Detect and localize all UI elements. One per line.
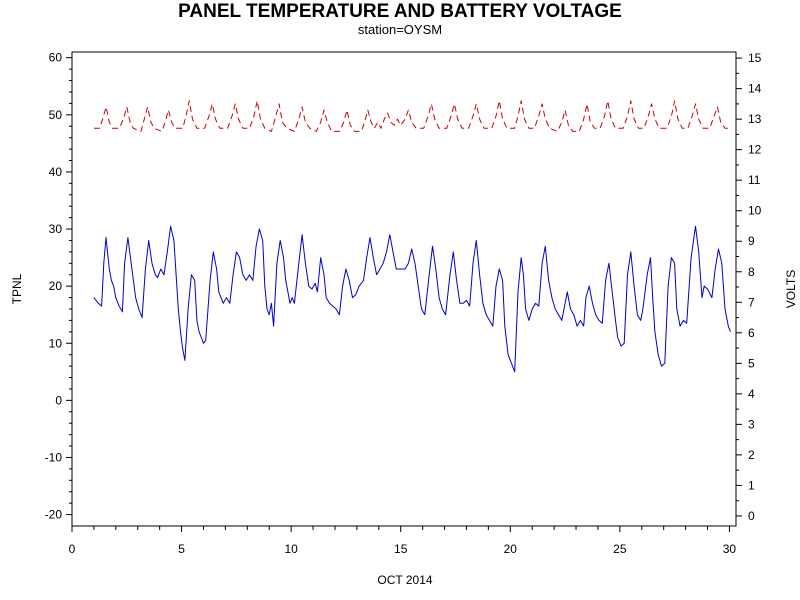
panel-temperature-line xyxy=(93,225,731,373)
x-tick-label: 20 xyxy=(504,542,518,556)
y-tick-label: 10 xyxy=(49,336,63,350)
y2-axis-label: VOLTS xyxy=(784,270,798,308)
chart-title: PANEL TEMPERATURE AND BATTERY VOLTAGE xyxy=(178,1,622,22)
y-tick-label: -20 xyxy=(45,508,63,522)
x-tick-label: 15 xyxy=(394,542,408,556)
y-tick-label: -10 xyxy=(45,450,63,464)
y2-tick-label: 13 xyxy=(748,112,762,126)
y-tick-label: 30 xyxy=(49,222,63,236)
y2-tick-label: 0 xyxy=(748,509,755,523)
y2-tick-label: 2 xyxy=(748,448,755,462)
y-tick-label: 20 xyxy=(49,279,63,293)
x-tick-label: 10 xyxy=(284,542,298,556)
y-axis-left: -20 -10 0 10 20 30 40 50 60 xyxy=(45,51,72,522)
y2-tick-label: 7 xyxy=(748,295,755,309)
y2-tick-label: 1 xyxy=(748,478,755,492)
y2-tick-label: 12 xyxy=(748,143,762,157)
y2-tick-label: 8 xyxy=(748,265,755,279)
series-layer xyxy=(93,100,732,373)
x-tick-label: 5 xyxy=(178,542,185,556)
x-axis: 0 5 10 15 20 25 30 xyxy=(69,526,737,556)
battery-voltage-line xyxy=(93,100,732,132)
y2-tick-label: 11 xyxy=(748,173,761,187)
y-tick-label: 60 xyxy=(49,51,63,65)
y-tick-label: 40 xyxy=(49,165,63,179)
x-tick-label: 25 xyxy=(613,542,627,556)
y2-tick-label: 9 xyxy=(748,234,755,248)
y2-tick-label: 15 xyxy=(748,51,762,65)
chart-subtitle: station=OYSM xyxy=(358,22,442,37)
plot-frame xyxy=(71,51,737,527)
y-axis-label: TPNL xyxy=(10,273,24,304)
y-tick-label: 50 xyxy=(49,108,63,122)
x-tick-label: 30 xyxy=(723,542,737,556)
y2-tick-label: 3 xyxy=(748,417,755,431)
x-tick-label: 0 xyxy=(69,542,76,556)
y2-tick-label: 6 xyxy=(748,326,755,340)
y2-tick-label: 10 xyxy=(748,204,762,218)
y2-tick-label: 5 xyxy=(748,356,755,370)
y2-tick-label: 14 xyxy=(748,82,762,96)
y-tick-label: 0 xyxy=(55,393,62,407)
x-axis-label: OCT 2014 xyxy=(377,573,432,587)
y2-tick-label: 4 xyxy=(748,387,755,401)
